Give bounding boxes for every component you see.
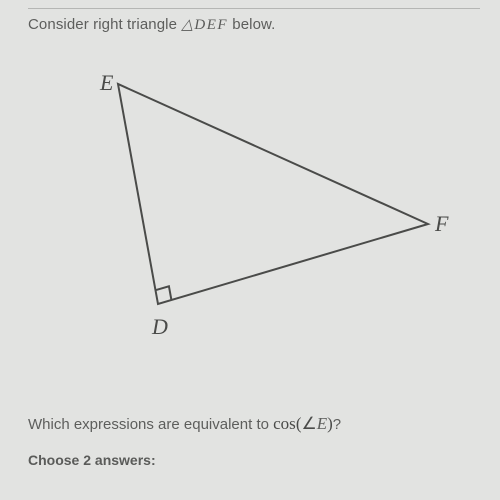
top-divider: [28, 8, 480, 9]
triangle-diagram: E D F: [28, 54, 468, 374]
angle-var: E: [317, 414, 327, 433]
prompt-prefix: Consider right triangle: [28, 16, 181, 33]
problem-content: Consider right triangle △DEF below. E D …: [0, 0, 500, 468]
question-suffix: ?: [333, 416, 341, 433]
vertex-label-F: F: [435, 211, 448, 237]
cos-func: cos: [273, 414, 296, 433]
question-text: Which expressions are equivalent to cos(…: [28, 414, 480, 434]
question-prefix: Which expressions are equivalent to: [28, 416, 273, 433]
prompt-suffix: below.: [228, 16, 275, 33]
prompt-text: Consider right triangle △DEF below.: [28, 15, 480, 34]
vertex-label-E: E: [100, 70, 113, 96]
triangle-symbol: △: [181, 17, 194, 33]
vertex-label-D: D: [152, 314, 168, 340]
triangle-shape: [118, 84, 428, 304]
triangle-name: DEF: [194, 17, 228, 33]
instruction-text: Choose 2 answers:: [28, 452, 480, 468]
angle-symbol: ∠: [301, 414, 316, 433]
triangle-svg: [28, 54, 468, 354]
